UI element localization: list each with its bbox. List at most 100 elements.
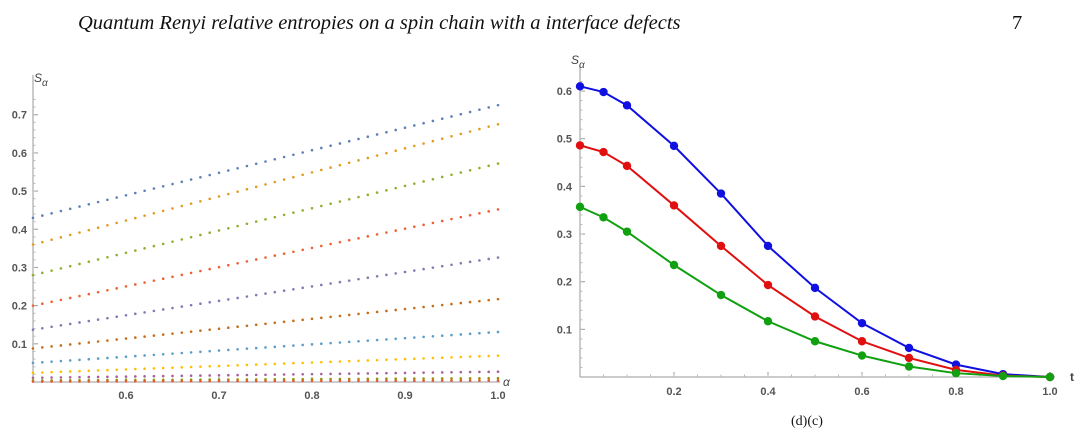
data-point [310, 372, 314, 376]
data-point [375, 358, 379, 362]
data-point [329, 372, 332, 376]
data-point [50, 370, 53, 374]
data-point [180, 366, 184, 369]
data-point [143, 247, 146, 250]
series-8 [31, 354, 500, 375]
data-point [487, 354, 491, 358]
data-point [622, 227, 632, 236]
data-point [115, 221, 118, 225]
data-point [96, 290, 100, 294]
data-point [115, 380, 118, 383]
data-point [115, 253, 118, 257]
data-point [115, 287, 118, 290]
data-point [273, 157, 277, 161]
data-point [347, 377, 351, 381]
data-point [301, 318, 305, 322]
data-point [106, 339, 109, 342]
data-point [403, 377, 407, 380]
data-point [440, 264, 444, 268]
data-point [180, 238, 184, 241]
data-point [68, 343, 72, 346]
data-point [468, 379, 472, 382]
data-point [357, 277, 360, 281]
data-point [669, 260, 679, 270]
data-point [41, 371, 44, 374]
data-point [78, 369, 81, 373]
data-point [217, 171, 221, 175]
data-point [78, 342, 81, 345]
data-point [115, 315, 118, 319]
data-point [310, 206, 314, 210]
data-point [366, 193, 370, 197]
data-point [161, 366, 165, 370]
data-point [254, 185, 258, 189]
data-point [366, 235, 370, 238]
data-point [347, 279, 351, 282]
data-point [254, 293, 258, 297]
data-point [357, 195, 360, 199]
data-point [422, 335, 425, 339]
series-line [579, 85, 1051, 378]
data-point [68, 233, 72, 237]
data-point [1045, 372, 1055, 382]
page-header: Quantum Renyi relative entropies on a sp… [0, 0, 1087, 50]
data-point [450, 217, 453, 221]
data-point [59, 236, 63, 239]
data-point [31, 304, 35, 307]
data-point [375, 310, 379, 314]
data-point [171, 275, 174, 279]
data-point [496, 256, 500, 259]
data-point [87, 357, 91, 361]
data-point [208, 231, 211, 235]
data-point [385, 379, 388, 383]
data-point [575, 202, 585, 212]
data-point [487, 379, 491, 382]
data-point [50, 238, 53, 242]
data-point [487, 164, 491, 168]
data-point [468, 377, 472, 380]
data-point [68, 370, 72, 373]
data-point [459, 379, 463, 382]
data-point [189, 235, 193, 239]
data-point [385, 273, 388, 277]
data-point [347, 238, 351, 242]
data-point [431, 356, 435, 360]
data-point [338, 360, 342, 363]
data-point [273, 345, 277, 349]
data-point [403, 371, 407, 375]
data-point [96, 258, 100, 261]
data-point [106, 198, 109, 202]
data-point [68, 264, 72, 268]
data-point [245, 222, 249, 226]
data-point [161, 379, 165, 383]
data-point [440, 377, 444, 380]
data-point [41, 214, 44, 217]
data-point [227, 298, 230, 301]
data-point [478, 127, 481, 131]
data-point [208, 267, 211, 271]
data-point [496, 370, 500, 373]
data-point [87, 292, 91, 296]
data-point [431, 139, 435, 143]
data-point [50, 380, 53, 383]
data-point [478, 211, 481, 215]
data-point [301, 379, 305, 383]
data-point [375, 377, 379, 381]
data-point [478, 379, 481, 382]
y-tick-label: 0.3 [12, 262, 27, 274]
data-point [716, 189, 726, 198]
data-point [31, 380, 35, 383]
data-point [310, 379, 314, 383]
data-point [236, 348, 239, 351]
data-point [152, 353, 156, 357]
data-point [450, 377, 453, 380]
data-point [124, 193, 128, 197]
series-1 [31, 103, 500, 220]
data-point [366, 379, 370, 383]
data-point [599, 213, 608, 222]
series-3 [575, 202, 1055, 382]
data-point [87, 319, 91, 323]
data-point [208, 365, 211, 368]
data-point [310, 377, 314, 381]
data-point [189, 365, 193, 369]
